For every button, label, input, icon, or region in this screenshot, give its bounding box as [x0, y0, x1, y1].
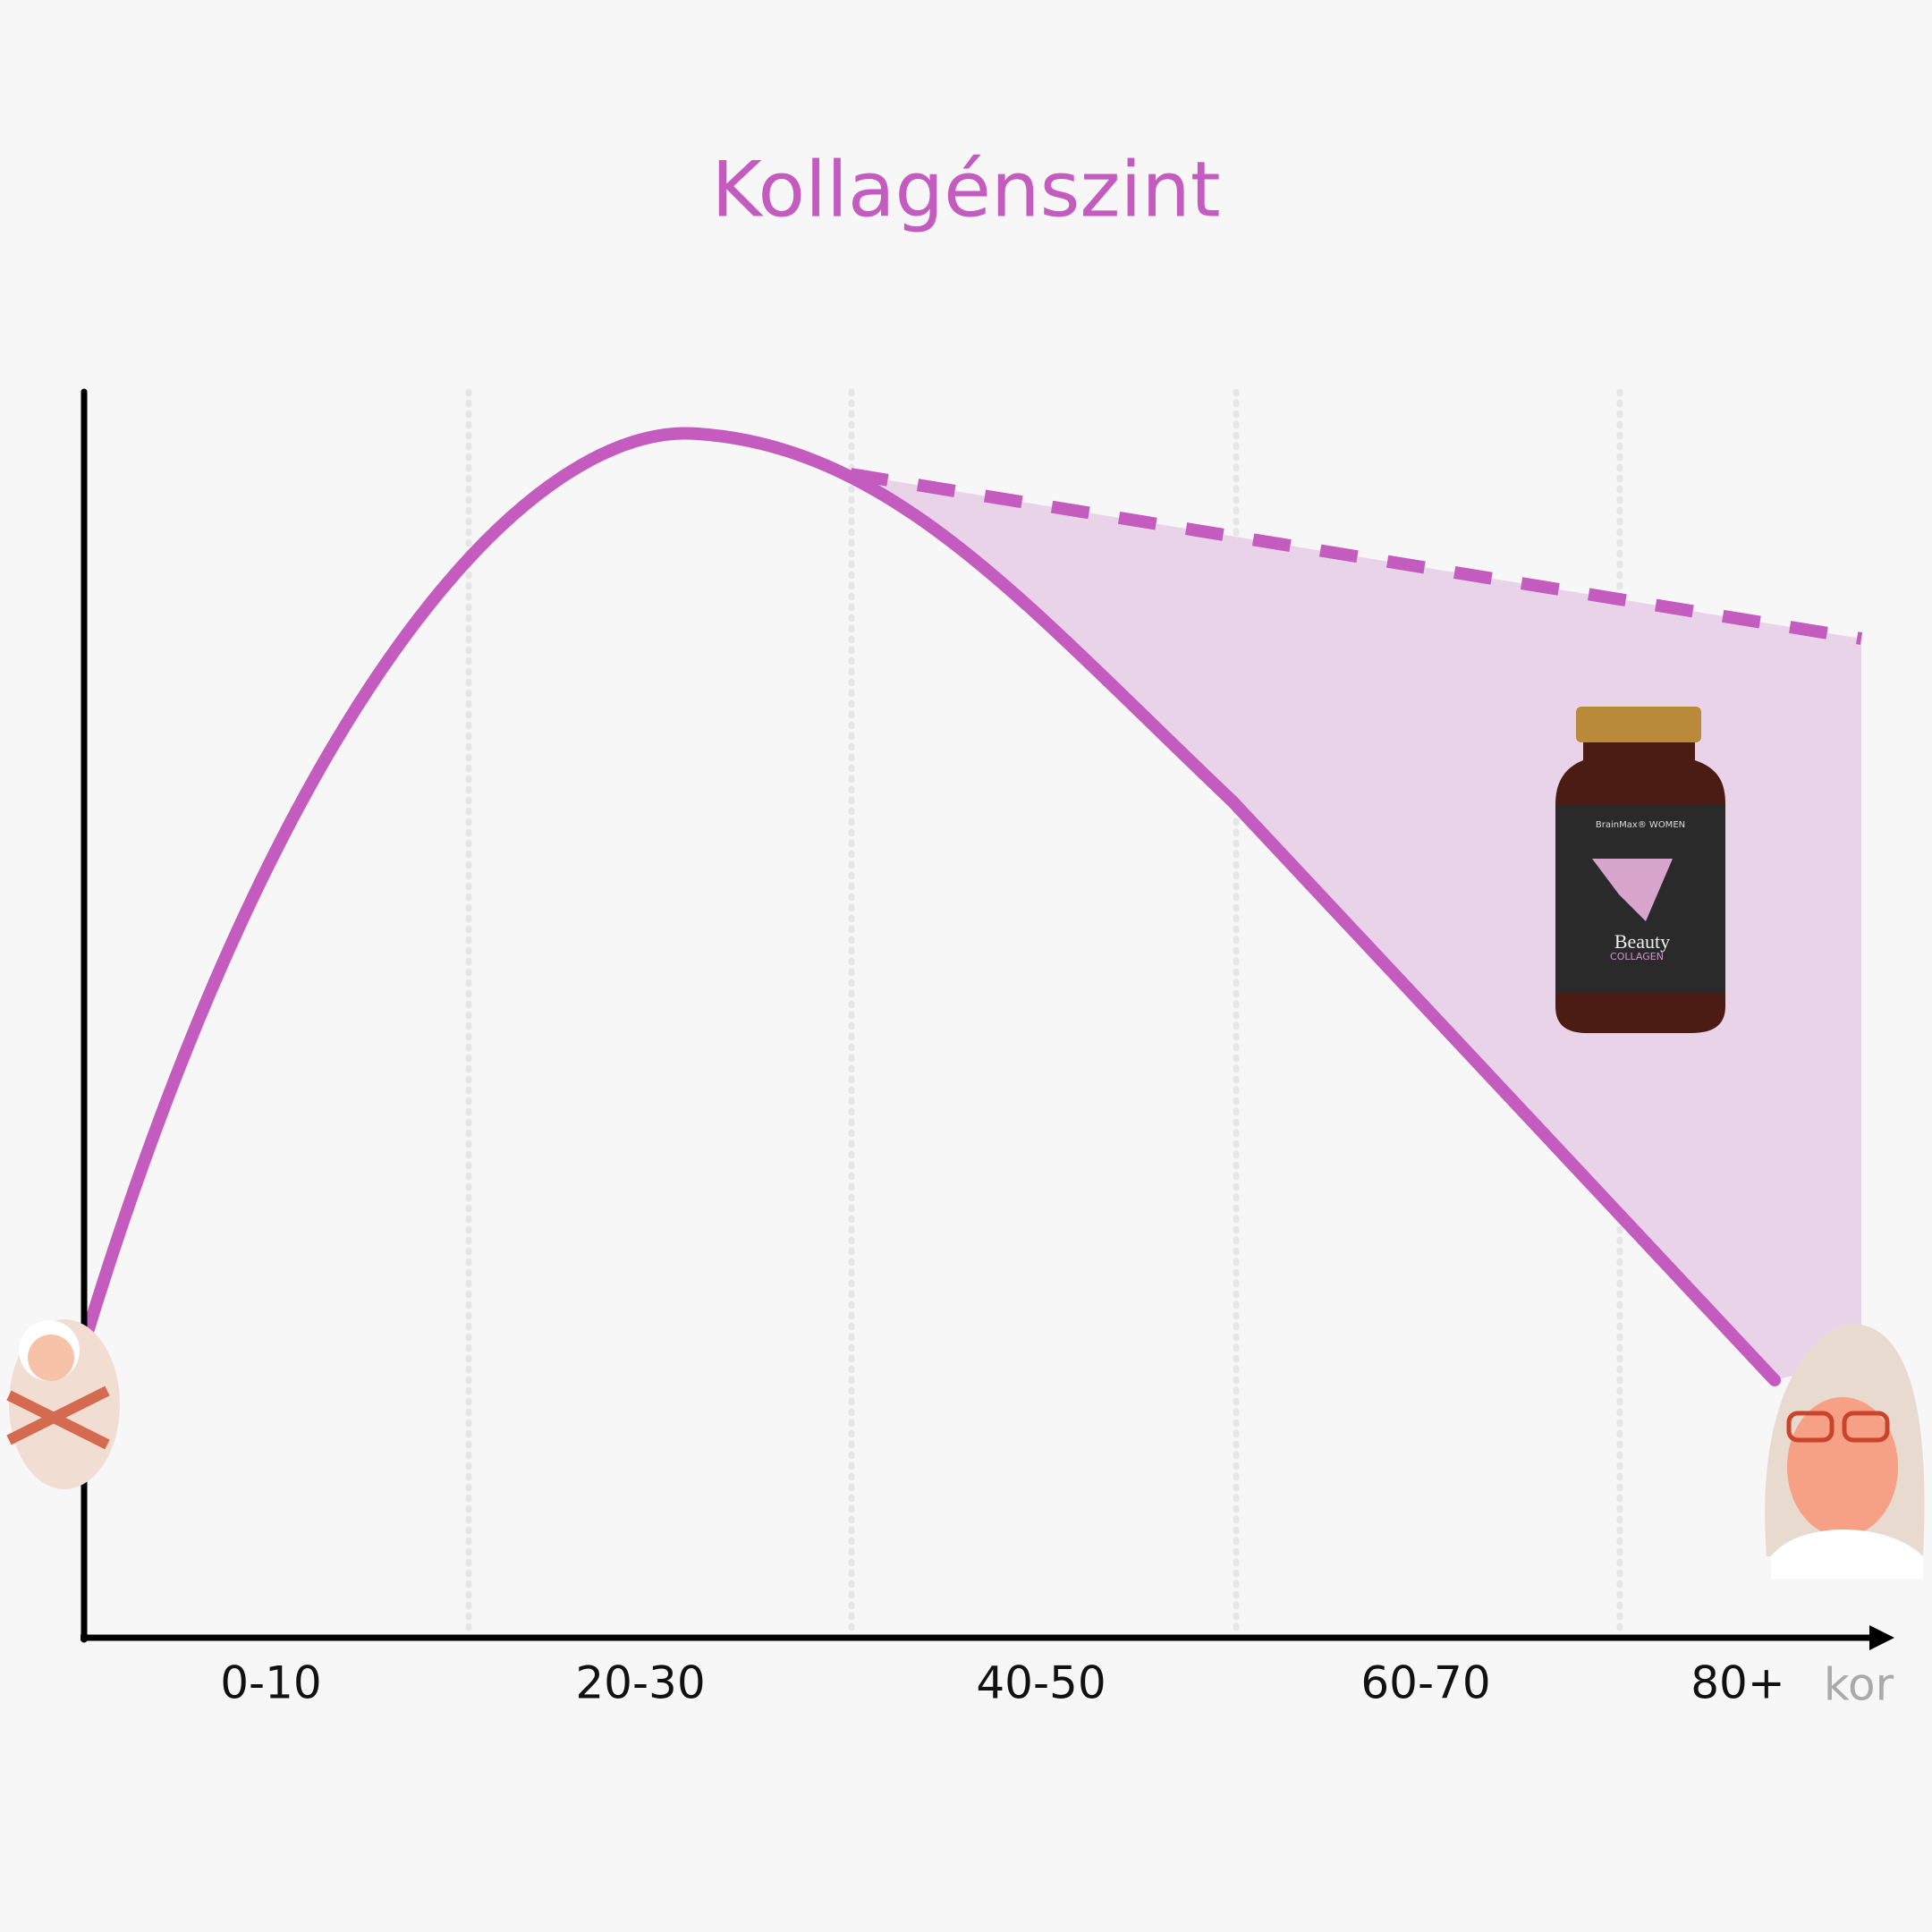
x-label: 20-30	[575, 1657, 705, 1709]
baby-icon	[6, 1319, 120, 1489]
x-label: 80+	[1690, 1657, 1785, 1709]
bottle-cap	[1576, 707, 1701, 742]
grandma-icon	[1765, 1324, 1925, 1579]
x-axis-name: kor	[1824, 1659, 1894, 1711]
grandma-glasses	[1786, 1411, 1890, 1443]
bottle-name: Beauty	[1614, 930, 1670, 953]
grandma-face	[1787, 1397, 1898, 1537]
x-axis-arrow	[1869, 1625, 1894, 1650]
title: Kollagénszint	[711, 145, 1220, 234]
product-bottle: BrainMax® WOMEN Beauty COLLAGEN	[1555, 707, 1725, 1033]
x-labels: 0-10 20-30 40-50 60-70 80+	[220, 1657, 1785, 1709]
baby-band	[6, 1385, 110, 1450]
baby-face	[28, 1335, 74, 1381]
x-label: 0-10	[220, 1657, 321, 1709]
grandma-collar	[1771, 1530, 1923, 1579]
bottle-brand: BrainMax® WOMEN	[1596, 820, 1685, 830]
bottle-logo	[1592, 859, 1673, 921]
collagen-curve	[78, 427, 1781, 1386]
bottle-subname: COLLAGEN	[1610, 951, 1664, 962]
x-label: 60-70	[1360, 1657, 1490, 1709]
x-label: 40-50	[976, 1657, 1106, 1709]
supplement-line	[849, 468, 1863, 645]
